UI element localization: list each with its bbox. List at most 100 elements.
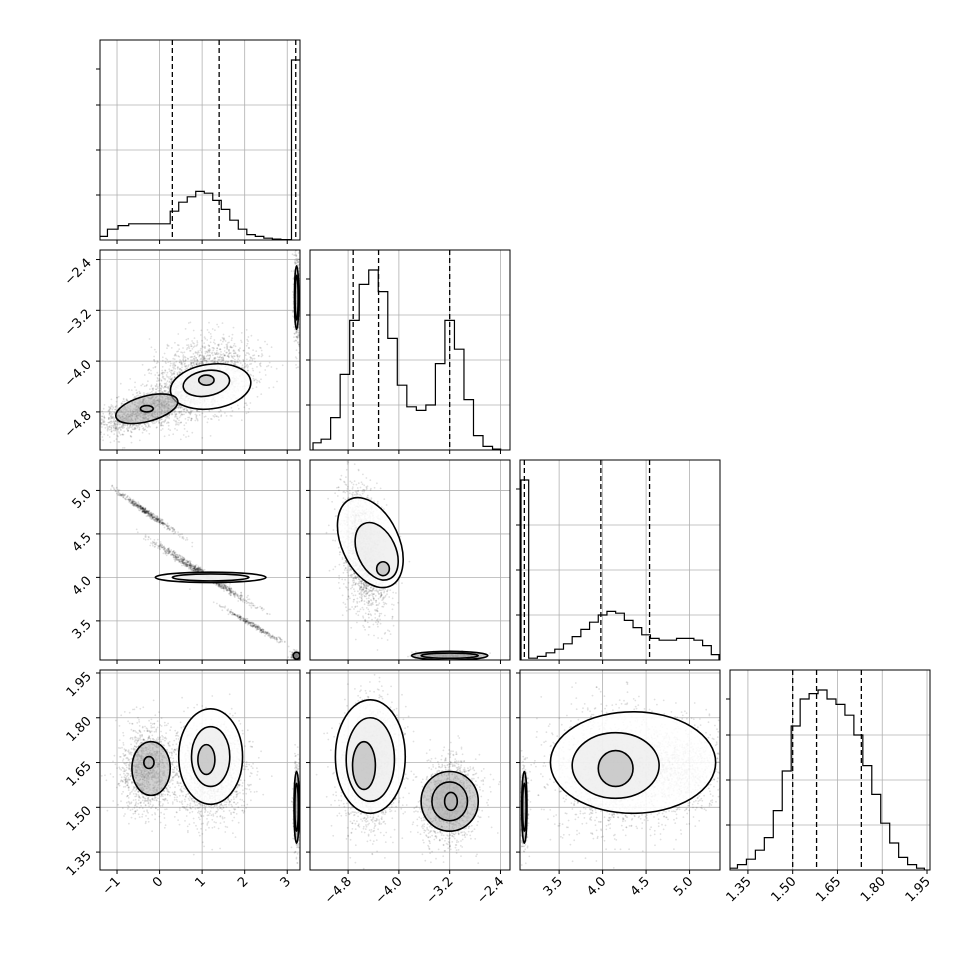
scatter-point bbox=[159, 544, 162, 547]
scatter-point bbox=[240, 598, 242, 601]
scatter-point bbox=[168, 550, 171, 553]
scatter-point bbox=[178, 410, 181, 413]
scatter-point bbox=[190, 419, 193, 422]
scatter-point bbox=[175, 420, 178, 423]
scatter-point bbox=[163, 389, 166, 392]
panel-frame bbox=[519, 459, 721, 661]
scatter-point bbox=[214, 357, 217, 360]
scatter-point bbox=[296, 257, 299, 260]
scatter-point bbox=[167, 424, 170, 427]
scatter-point bbox=[108, 408, 111, 411]
scatter-point bbox=[138, 439, 141, 442]
scatter-point bbox=[259, 365, 262, 368]
scatter-point bbox=[171, 373, 174, 376]
scatter-point bbox=[135, 395, 138, 397]
scatter-point bbox=[179, 406, 182, 409]
scatter-point bbox=[166, 552, 169, 555]
scatter-point bbox=[147, 380, 149, 383]
scatter-point bbox=[110, 427, 113, 429]
scatter-point bbox=[218, 585, 221, 588]
scatter-point bbox=[185, 561, 188, 564]
scatter-point bbox=[156, 380, 158, 382]
scatter-point bbox=[134, 427, 137, 430]
scatter-point bbox=[148, 372, 151, 374]
scatter-point bbox=[223, 586, 226, 589]
scatter-point bbox=[115, 426, 117, 429]
scatter-point bbox=[236, 355, 239, 358]
scatter-point bbox=[168, 550, 171, 553]
scatter-point bbox=[160, 429, 163, 431]
scatter-point bbox=[151, 542, 154, 545]
scatter-point bbox=[175, 360, 178, 363]
scatter-point bbox=[121, 433, 124, 436]
scatter-point bbox=[154, 545, 157, 548]
scatter-point bbox=[201, 569, 203, 571]
scatter-point bbox=[166, 422, 168, 424]
scatter-point bbox=[231, 590, 233, 593]
scatter-point bbox=[105, 423, 108, 426]
scatter-point bbox=[213, 360, 215, 363]
scatter-point bbox=[175, 556, 178, 559]
scatter-point bbox=[233, 592, 236, 595]
scatter-point bbox=[168, 551, 171, 553]
scatter-point bbox=[120, 429, 122, 432]
scatter-point bbox=[295, 254, 298, 257]
scatter-point bbox=[186, 367, 189, 369]
scatter-point bbox=[297, 267, 300, 270]
scatter-point bbox=[249, 402, 252, 404]
scatter-point bbox=[213, 351, 216, 354]
scatter-point bbox=[170, 549, 173, 551]
scatter-point bbox=[196, 454, 198, 456]
scatter-point bbox=[115, 400, 118, 403]
scatter-point bbox=[245, 600, 248, 602]
scatter-point bbox=[249, 356, 252, 358]
scatter-point bbox=[193, 567, 195, 570]
scatter-point bbox=[167, 547, 170, 550]
scatter-point bbox=[219, 585, 222, 588]
scatter-point bbox=[180, 559, 182, 562]
scatter-point bbox=[170, 362, 172, 365]
scatter-point bbox=[152, 367, 155, 369]
scatter-point bbox=[72, 449, 74, 451]
scatter-point bbox=[140, 384, 143, 387]
scatter-point bbox=[203, 342, 206, 344]
scatter-point bbox=[190, 345, 192, 348]
scatter-point bbox=[110, 416, 113, 418]
scatter-point bbox=[205, 359, 208, 362]
scatter-point bbox=[217, 584, 220, 587]
scatter-point bbox=[155, 384, 158, 386]
scatter-point bbox=[190, 359, 192, 362]
scatter-point bbox=[232, 592, 235, 594]
scatter-point bbox=[193, 342, 196, 345]
scatter-point bbox=[175, 559, 178, 561]
scatter-point bbox=[200, 329, 203, 332]
scatter-point bbox=[161, 369, 164, 372]
scatter-point bbox=[135, 392, 138, 394]
scatter-point bbox=[168, 368, 171, 371]
scatter-point bbox=[108, 428, 111, 431]
scatter-point bbox=[208, 357, 211, 360]
scatter-point bbox=[221, 583, 224, 586]
scatter-point bbox=[188, 563, 191, 566]
scatter-point bbox=[111, 413, 114, 415]
scatter-point bbox=[190, 418, 193, 420]
scatter-point bbox=[184, 563, 187, 566]
scatter-point bbox=[100, 422, 103, 424]
scatter-point bbox=[196, 569, 199, 572]
scatter-point bbox=[175, 558, 178, 561]
scatter-point bbox=[109, 420, 112, 423]
scatter-point bbox=[151, 390, 153, 393]
scatter-point bbox=[92, 407, 94, 409]
scatter-point bbox=[179, 367, 182, 370]
scatter-point bbox=[189, 350, 191, 352]
scatter-point bbox=[183, 365, 186, 367]
scatter-point bbox=[222, 587, 225, 590]
scatter-point bbox=[202, 570, 205, 572]
scatter-point bbox=[235, 593, 237, 595]
scatter-point bbox=[252, 354, 254, 357]
scatter-point bbox=[161, 424, 163, 427]
scatter-point bbox=[194, 419, 197, 422]
scatter-point bbox=[126, 399, 128, 402]
scatter-point bbox=[114, 429, 116, 432]
scatter-point bbox=[114, 420, 117, 423]
